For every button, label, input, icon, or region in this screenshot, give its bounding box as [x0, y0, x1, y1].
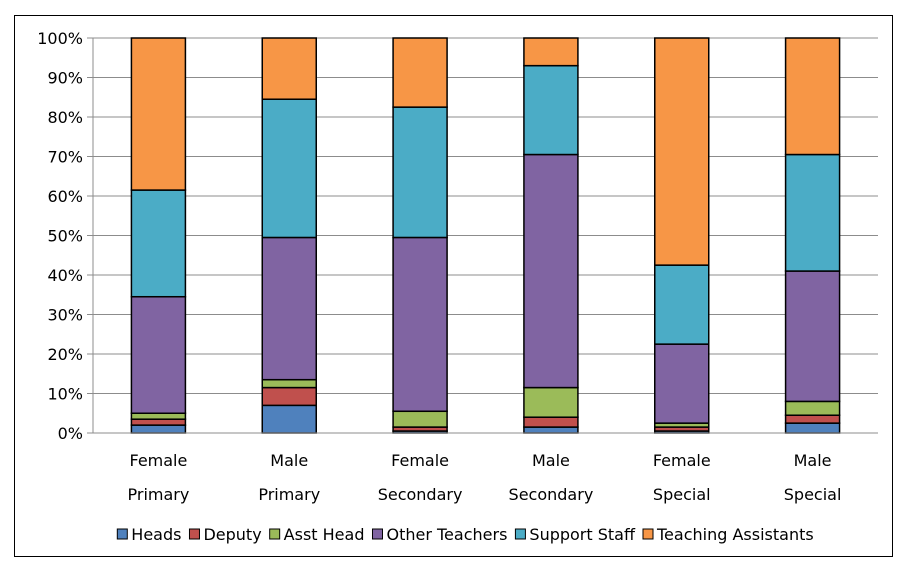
legend-label: Heads — [131, 525, 181, 544]
category-label: Female — [653, 451, 711, 470]
bar-segment — [523, 426, 579, 434]
stacked-bar-chart: 0% 10% 20% 30% 40% 50% 60% 70% 80% 90% 100% Female… — [37, 29, 878, 544]
legend-swatch — [642, 528, 654, 540]
bar-segment — [130, 37, 187, 191]
bar-segment — [784, 37, 841, 156]
legend-item: Support Staff — [514, 525, 636, 544]
category-label: Male — [794, 451, 832, 470]
legend: Heads Deputy Asst Head Other Teachers Suppor… — [116, 525, 814, 544]
y-tick-label: 60% — [47, 187, 83, 206]
legend-label: Support Staff — [529, 525, 636, 544]
bar-segment — [784, 400, 841, 416]
legend-swatch — [514, 528, 526, 540]
bar-segment — [392, 236, 448, 413]
bar-segment — [523, 37, 579, 67]
legend-item: Other Teachers — [371, 525, 507, 544]
bar-segment — [261, 98, 317, 239]
bar-segment — [654, 343, 710, 424]
bar-segment — [392, 106, 448, 239]
bar-segment — [261, 386, 317, 407]
bar-segment — [392, 410, 448, 428]
category-label: Female — [129, 451, 187, 470]
y-tick-label: 80% — [47, 108, 83, 127]
bar-segment — [130, 189, 187, 298]
category-label: Primary — [258, 485, 320, 504]
bar-segment — [523, 64, 579, 156]
legend-swatch — [269, 528, 281, 540]
bar-segment — [654, 264, 710, 345]
bar-segment — [130, 295, 187, 415]
category-label: Male — [270, 451, 308, 470]
bar-segment — [261, 404, 317, 434]
legend-item: Asst Head — [269, 525, 365, 544]
y-tick-label: 40% — [47, 266, 83, 285]
y-tick-label: 100% — [37, 29, 83, 48]
bar-segment — [523, 416, 579, 428]
y-tick-label: 70% — [47, 148, 83, 167]
bar-segment — [392, 37, 448, 108]
category-label: Female — [391, 451, 449, 470]
bars — [130, 37, 841, 434]
bar-segment — [784, 414, 841, 424]
legend-item: Deputy — [188, 525, 262, 544]
legend-swatch — [116, 528, 128, 540]
category-labels: Female Primary Male Primary Female Secondary M… — [128, 451, 842, 504]
bar-segment — [130, 424, 187, 434]
legend-item: Heads — [116, 525, 181, 544]
bar-segment — [261, 37, 317, 100]
y-tick-label: 10% — [47, 385, 83, 404]
category-label: Male — [532, 451, 570, 470]
y-tick-label: 90% — [47, 69, 83, 88]
y-tick-label: 0% — [58, 424, 83, 443]
legend-label: Teaching Assistants — [656, 525, 814, 544]
bar-segment — [654, 37, 710, 266]
category-label: Secondary — [378, 485, 463, 504]
bar-segment — [523, 153, 579, 389]
bar-segment — [784, 422, 841, 434]
legend-item: Teaching Assistants — [642, 525, 814, 544]
bar-segment — [523, 386, 579, 418]
category-label: Special — [653, 485, 711, 504]
bar-segment — [261, 378, 317, 389]
legend-label: Other Teachers — [386, 525, 507, 544]
category-label: Primary — [128, 485, 190, 504]
y-tick-label: 20% — [47, 345, 83, 364]
bar-segment — [784, 153, 841, 272]
axes — [87, 37, 878, 434]
bar-segment — [130, 418, 187, 426]
chart-frame: 0% 10% 20% 30% 40% 50% 60% 70% 80% 90% 100% Female… — [14, 15, 893, 557]
legend-swatch — [188, 528, 200, 540]
y-tick-label: 50% — [47, 227, 83, 246]
y-tick-labels: 0% 10% 20% 30% 40% 50% 60% 70% 80% 90% 100% — [37, 29, 83, 443]
gridlines — [93, 37, 878, 394]
bar-segment — [130, 412, 187, 420]
y-tick-label: 30% — [47, 306, 83, 325]
bar-segment — [784, 270, 841, 403]
legend-swatch — [371, 528, 383, 540]
category-label: Special — [784, 485, 842, 504]
legend-label: Deputy — [203, 525, 261, 544]
category-label: Secondary — [509, 485, 594, 504]
bar-segment — [261, 236, 317, 381]
legend-label: Asst Head — [284, 525, 365, 544]
